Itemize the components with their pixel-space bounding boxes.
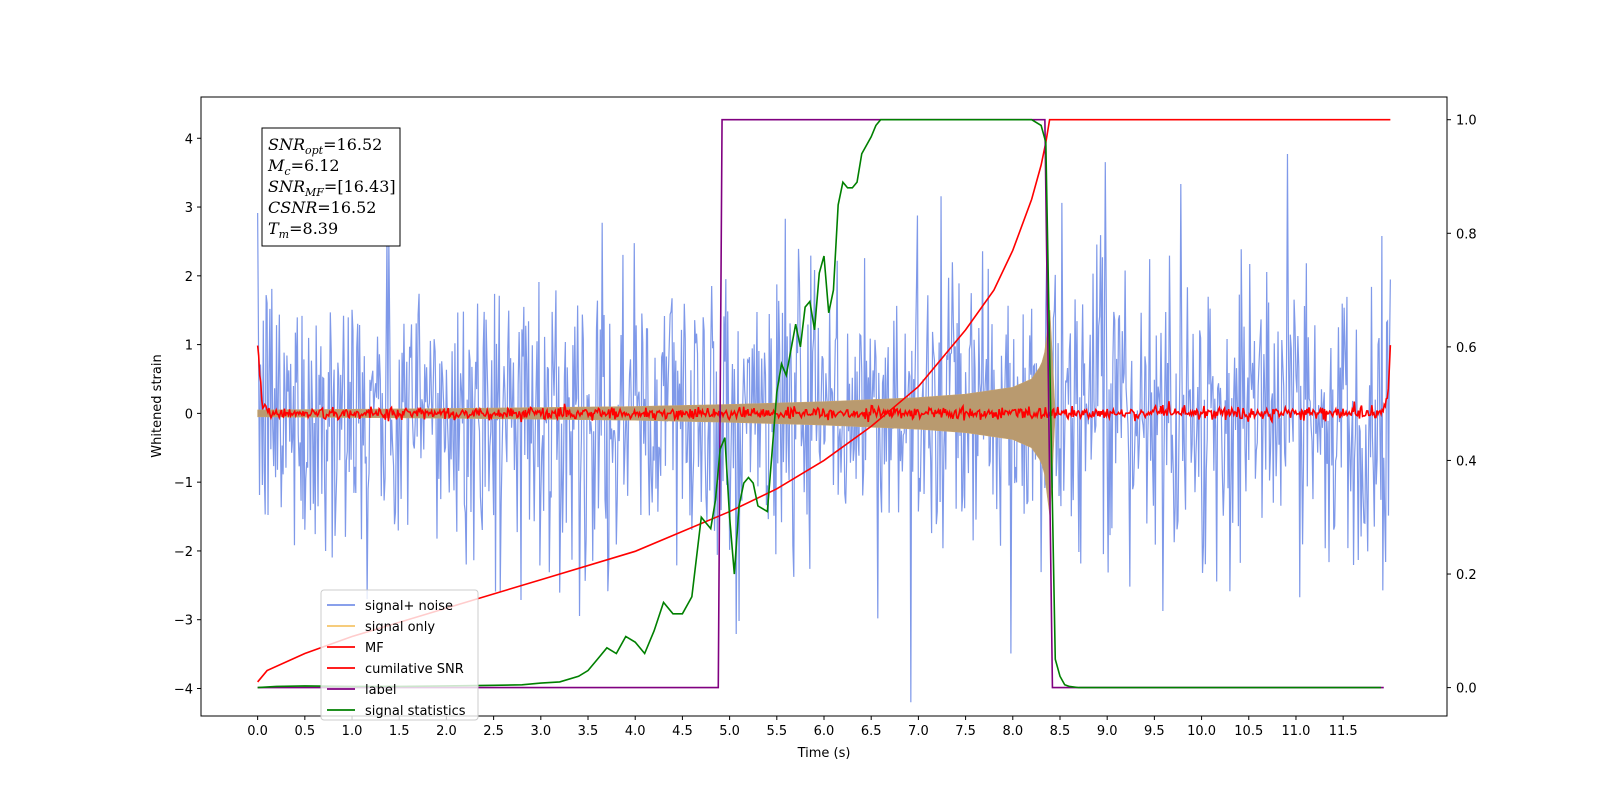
y-tick-label: −4 — [174, 682, 193, 697]
x-tick-label: 1.5 — [389, 724, 410, 739]
y-tick-label: −1 — [174, 476, 193, 491]
series-layer — [256, 118, 1392, 703]
legend-frame — [320, 589, 479, 721]
x-tick-label: 8.5 — [1050, 724, 1071, 739]
y-tick-label: −3 — [174, 614, 193, 629]
annotation-frame — [261, 127, 401, 247]
x-tick-label: 10.0 — [1187, 724, 1216, 739]
x-tick-label: 3.5 — [578, 724, 599, 739]
series-signal-noise — [257, 154, 1391, 703]
x-tick-label: 0.0 — [247, 724, 268, 739]
annotation-line: SNRopt=16.52 — [268, 135, 382, 157]
x-tick-label: 2.5 — [483, 724, 504, 739]
x-tick-label: 7.0 — [908, 724, 929, 739]
annotation-line: Mc=6.12 — [267, 156, 340, 178]
y-tick-label: 1 — [185, 339, 193, 354]
signal-statistics-line — [257, 118, 1381, 689]
legend: signal+ noise signal only MF cumilative SNR… — [320, 589, 479, 721]
y2-tick-label: 0.4 — [1456, 454, 1477, 469]
y-tick-label: 3 — [185, 201, 193, 216]
y2-tick-label: 0.2 — [1456, 568, 1477, 583]
annotation-line: CSNR=16.52 — [268, 198, 376, 217]
x-tick-label: 4.0 — [625, 724, 646, 739]
x-tick-label: 9.0 — [1097, 724, 1118, 739]
series-signal-statistics — [257, 118, 1381, 689]
y-tick-label: 0 — [185, 407, 193, 422]
y-tick-label: 2 — [185, 270, 193, 285]
x-tick-label: 1.0 — [342, 724, 363, 739]
x-tick-label: 6.5 — [861, 724, 882, 739]
x-axis-label: Time (s) — [797, 746, 851, 761]
y-tick-label: 4 — [185, 132, 193, 147]
signal-noise-line — [257, 154, 1391, 703]
y2-tick-label: 1.0 — [1456, 114, 1477, 129]
x-tick-label: 5.5 — [766, 724, 787, 739]
legend-entry: MF — [365, 641, 384, 656]
annotation-line: Tm=8.39 — [268, 219, 338, 241]
x-tick-label: 11.0 — [1281, 724, 1310, 739]
y2-tick-label: 0.0 — [1456, 682, 1477, 697]
x-tick-label: 6.0 — [814, 724, 835, 739]
x-tick-label: 0.5 — [294, 724, 315, 739]
series-mf — [256, 345, 1392, 424]
x-tick-label: 10.5 — [1234, 724, 1263, 739]
legend-entry: signal+ noise — [365, 599, 453, 614]
y2-tick-label: 0.6 — [1456, 341, 1477, 356]
y-axis-right: 0.0 0.2 0.4 0.6 0.8 1.0 — [1447, 114, 1477, 697]
y-axis-left: −4 −3 −2 −1 0 1 2 3 4 — [174, 132, 201, 697]
x-axis: 0.0 0.5 1.0 1.5 2.0 2.5 3.0 3.5 4.0 4.5 5.0 5.5 6.0 6… — [247, 716, 1358, 739]
y-axis-label: Whitened strain — [150, 354, 165, 457]
y2-tick-label: 0.8 — [1456, 227, 1477, 242]
legend-entry: signal only — [365, 620, 435, 635]
legend-entry: cumilative SNR — [365, 662, 464, 677]
mf-line — [256, 345, 1392, 424]
legend-entry: signal statistics — [365, 704, 466, 719]
x-tick-label: 5.0 — [719, 724, 740, 739]
x-tick-label: 2.0 — [436, 724, 457, 739]
x-tick-label: 4.5 — [672, 724, 693, 739]
x-tick-label: 9.5 — [1144, 724, 1165, 739]
x-tick-label: 8.0 — [1002, 724, 1023, 739]
x-tick-label: 3.0 — [530, 724, 551, 739]
x-tick-label: 7.5 — [955, 724, 976, 739]
y-tick-label: −2 — [174, 545, 193, 560]
annotation-box: SNRopt=16.52Mc=6.12SNRMF=[16.43]CSNR=16.… — [261, 127, 401, 247]
annotation-line: SNRMF=[16.43] — [268, 177, 396, 199]
x-tick-label: 11.5 — [1329, 724, 1358, 739]
legend-entry: label — [365, 683, 396, 698]
